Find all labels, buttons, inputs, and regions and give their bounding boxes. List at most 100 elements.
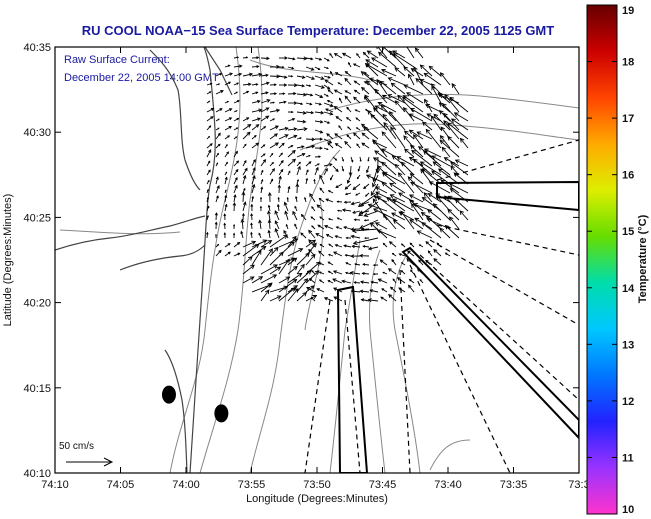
current-vector-shaft	[233, 242, 240, 248]
current-vector-head	[318, 102, 322, 106]
current-vector-head	[377, 101, 383, 107]
current-vector-head	[333, 287, 338, 292]
current-vector-head	[380, 296, 384, 300]
current-vector-head	[292, 235, 297, 241]
current-vector-head	[350, 254, 355, 259]
current-vector-shaft	[455, 199, 469, 212]
current-vector-head	[345, 271, 348, 275]
current-vector-head	[398, 287, 402, 291]
current-vector-head	[362, 51, 367, 56]
current-vector-head	[256, 99, 261, 104]
current-vector-shaft	[260, 248, 273, 266]
scale-vector: 50 cm/s	[59, 441, 114, 467]
current-vector-head	[266, 56, 270, 61]
current-vector-head	[344, 253, 348, 257]
current-vector-shaft	[308, 230, 316, 239]
current-vector-shaft	[323, 102, 334, 107]
current-vector-head	[359, 289, 364, 294]
current-vector-head	[258, 219, 262, 224]
current-vector-head	[450, 161, 455, 167]
current-vector-shaft	[318, 250, 325, 257]
current-vector-head	[346, 106, 350, 110]
current-vector-head	[277, 196, 280, 200]
current-vector-head	[391, 252, 395, 256]
current-vector-shaft	[410, 144, 424, 158]
current-vector-head	[419, 279, 422, 282]
current-vector-head	[400, 262, 404, 265]
current-vector-shaft	[326, 234, 334, 239]
current-vector-shaft	[397, 277, 406, 284]
current-vector-shaft	[278, 101, 286, 104]
current-vector-shaft	[335, 143, 343, 149]
current-vector-head	[439, 134, 445, 140]
current-vector-shaft	[390, 286, 397, 293]
current-vector-shaft	[260, 240, 272, 248]
current-vector-head	[347, 126, 350, 129]
current-vector-shaft	[323, 75, 331, 79]
current-vector-shaft	[353, 132, 361, 140]
x-tick-label: 73:45	[369, 479, 397, 491]
current-vector-head	[255, 124, 260, 128]
current-vector-head	[374, 105, 380, 110]
current-vector-head	[309, 102, 313, 106]
current-vector-head	[236, 117, 240, 121]
colorbar-tick-label: 16	[622, 170, 634, 182]
current-vector-head	[235, 150, 238, 154]
current-vector-shaft	[333, 251, 343, 257]
current-vector-head	[459, 137, 465, 143]
current-vector-shaft	[447, 209, 460, 221]
current-vector-head	[310, 285, 315, 290]
colorbar-tick-label: 18	[622, 57, 634, 69]
current-vector-head	[267, 191, 272, 196]
colorbar-ticks: 10 11 12 13 14 15 16 17 18 19	[587, 4, 635, 516]
current-vector-head	[227, 64, 231, 68]
current-vector-head	[209, 91, 212, 94]
current-vector-head	[309, 193, 314, 198]
y-tick-label: 40:20	[23, 298, 51, 310]
current-vector-head	[256, 65, 260, 69]
current-vector-shaft	[418, 259, 424, 266]
current-vector-shaft	[381, 288, 388, 293]
current-vector-head	[333, 89, 338, 93]
current-vector-head	[302, 119, 307, 124]
current-vector-shaft	[383, 122, 397, 140]
current-vector-shaft	[346, 107, 352, 113]
current-vector-shaft	[327, 89, 334, 95]
current-vector-head	[256, 56, 260, 60]
current-vector-head	[272, 101, 276, 104]
current-vector-shaft	[278, 276, 290, 284]
current-vector-shaft	[241, 219, 244, 230]
current-vector-head	[306, 287, 311, 291]
current-vector-shaft	[353, 63, 361, 68]
current-vector-head	[381, 181, 387, 187]
current-vector-head	[443, 112, 448, 118]
current-vector-shaft	[278, 142, 285, 149]
current-vector-shaft	[403, 107, 415, 122]
current-vector-shaft	[359, 210, 370, 214]
current-vector-shaft	[324, 225, 334, 230]
current-vector-head	[333, 105, 338, 110]
current-vector-shaft	[390, 127, 406, 149]
current-vector-shaft	[314, 129, 323, 134]
current-vector-shaft	[352, 228, 379, 232]
current-vector-head	[261, 245, 267, 251]
current-vector-head	[227, 100, 230, 103]
current-vector-head	[301, 75, 306, 79]
current-vector-shaft	[404, 130, 415, 140]
current-vector-head	[215, 233, 217, 236]
current-vector-shaft	[391, 212, 406, 221]
current-vector-shaft	[374, 89, 388, 104]
current-vector-shaft	[305, 254, 316, 266]
current-vector-shaft	[344, 90, 352, 95]
current-vector-head	[286, 196, 289, 200]
current-vector-shaft	[429, 65, 442, 77]
current-vector-shaft	[269, 125, 279, 131]
current-vector-head	[334, 158, 338, 161]
current-vector-head	[218, 83, 221, 86]
current-vector-shaft	[319, 187, 325, 194]
current-vector-shaft	[296, 252, 310, 266]
current-vector-head	[387, 77, 393, 82]
current-vector-head	[326, 66, 329, 70]
current-vector-head	[228, 126, 233, 129]
current-vector-head	[356, 143, 359, 146]
